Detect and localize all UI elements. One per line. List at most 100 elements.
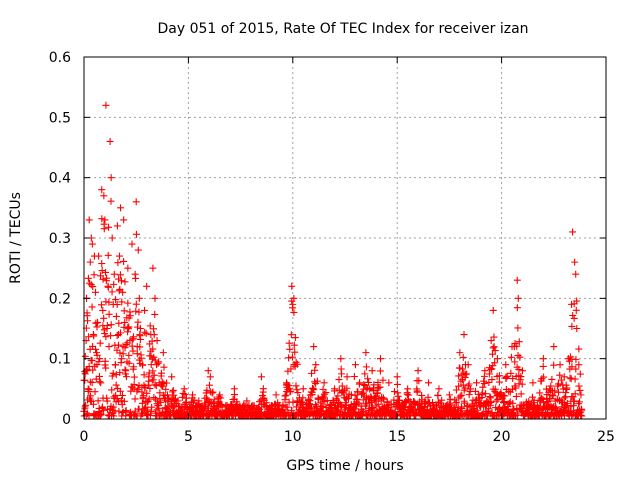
data-point	[108, 288, 116, 296]
data-point	[424, 393, 432, 401]
data-point	[575, 361, 583, 369]
data-point	[146, 322, 154, 330]
data-point	[538, 375, 546, 383]
data-point	[528, 393, 536, 401]
data-point	[351, 391, 359, 399]
data-point	[142, 329, 150, 337]
data-point	[85, 216, 93, 224]
data-point	[573, 325, 581, 332]
data-point	[507, 369, 515, 377]
data-marks	[80, 101, 586, 420]
data-point	[456, 392, 464, 400]
data-point	[288, 353, 296, 361]
data-point	[119, 350, 127, 358]
data-point	[98, 186, 106, 194]
data-point	[223, 402, 231, 410]
data-point	[376, 355, 384, 363]
data-point	[502, 361, 510, 369]
data-point	[129, 333, 137, 341]
x-tick-label: 15	[388, 429, 406, 445]
data-point	[114, 331, 122, 339]
data-point	[102, 277, 110, 285]
data-point	[529, 379, 537, 387]
data-point	[356, 379, 364, 387]
data-point	[518, 367, 526, 375]
x-tick-label: 5	[184, 429, 193, 445]
data-point	[490, 333, 498, 341]
data-point	[134, 318, 142, 326]
data-point	[294, 389, 302, 397]
data-point	[289, 300, 297, 308]
data-point	[255, 404, 263, 412]
data-point	[122, 367, 130, 375]
data-point	[190, 396, 198, 404]
data-point	[147, 331, 155, 339]
data-point	[459, 353, 467, 361]
data-point	[84, 317, 92, 325]
data-point	[118, 355, 126, 363]
data-point	[394, 389, 402, 397]
data-point	[572, 365, 580, 373]
data-point	[107, 321, 115, 329]
data-point	[272, 391, 280, 399]
data-point	[257, 373, 265, 381]
data-point	[515, 365, 523, 373]
data-point	[562, 389, 570, 397]
data-point	[486, 393, 494, 401]
data-point	[120, 257, 128, 265]
data-point	[117, 204, 125, 212]
x-axis-title: GPS time / hours	[286, 458, 403, 474]
data-point	[337, 401, 345, 409]
data-point	[92, 345, 100, 353]
data-point	[560, 373, 568, 381]
data-point	[153, 406, 161, 414]
data-point	[88, 240, 96, 248]
data-point	[122, 407, 130, 415]
data-point	[317, 399, 325, 407]
data-point	[91, 288, 99, 296]
data-point	[189, 391, 197, 399]
data-point	[130, 363, 138, 371]
data-point	[525, 397, 533, 405]
data-point	[465, 391, 473, 399]
data-point	[150, 325, 158, 333]
data-point	[517, 390, 525, 398]
data-point	[320, 379, 328, 387]
data-point	[445, 391, 453, 399]
data-point	[480, 380, 488, 388]
data-point	[390, 388, 398, 396]
data-point	[509, 399, 517, 407]
data-point	[156, 389, 164, 397]
data-point	[281, 392, 289, 400]
data-point	[573, 297, 581, 305]
data-point	[311, 366, 319, 374]
data-point	[318, 394, 326, 402]
data-point	[290, 294, 298, 302]
data-point	[135, 356, 143, 364]
data-point	[133, 350, 141, 358]
data-point	[110, 270, 118, 278]
data-point	[310, 386, 318, 394]
data-point	[97, 410, 105, 418]
data-point	[86, 258, 94, 266]
data-point	[447, 401, 455, 409]
data-point	[132, 300, 140, 308]
data-point	[568, 322, 576, 330]
data-point	[452, 386, 460, 394]
data-point	[149, 376, 157, 384]
data-point	[159, 349, 167, 357]
data-point	[116, 387, 124, 395]
data-point	[514, 351, 522, 359]
data-point	[454, 406, 462, 414]
data-point	[95, 252, 103, 260]
data-point	[283, 403, 291, 411]
data-point	[85, 333, 93, 341]
data-point	[135, 405, 143, 413]
data-point	[89, 331, 97, 339]
data-point	[344, 394, 352, 402]
data-point	[151, 310, 159, 318]
data-point	[121, 278, 129, 286]
data-point	[112, 296, 120, 304]
data-point	[87, 396, 95, 404]
